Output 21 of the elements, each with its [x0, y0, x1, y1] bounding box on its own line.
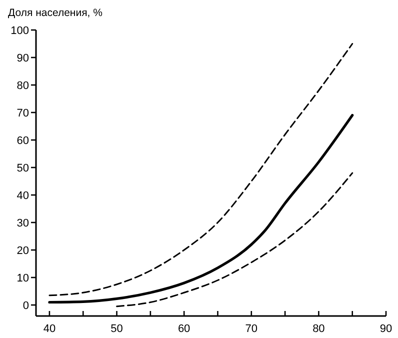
x-tick-label: 40	[43, 323, 56, 335]
y-tick-label: 90	[16, 52, 29, 64]
y-tick-label: 80	[16, 80, 29, 92]
y-tick-label: 0	[22, 300, 29, 312]
x-tick-label: 60	[178, 323, 190, 335]
y-tick-label: 40	[16, 190, 29, 202]
y-tick-label: 20	[16, 244, 29, 257]
line-series	[48, 43, 354, 296]
y-tick-label: 60	[16, 134, 29, 147]
y-tick-label: 50	[16, 162, 29, 174]
y-tick-label: 10	[16, 272, 29, 284]
x-tick-label: 50	[110, 323, 123, 335]
x-tick-label: 80	[312, 323, 325, 335]
y-tick-label: 30	[16, 217, 29, 230]
x-tick-label: 90	[380, 323, 392, 335]
y-axis-title: Доля населения, %	[8, 7, 102, 19]
x-tick-label: 70	[245, 323, 258, 335]
line-series	[48, 114, 354, 304]
y-tick-label: 70	[16, 107, 29, 120]
line-series	[116, 172, 354, 308]
y-tick-label: 100	[10, 24, 29, 37]
